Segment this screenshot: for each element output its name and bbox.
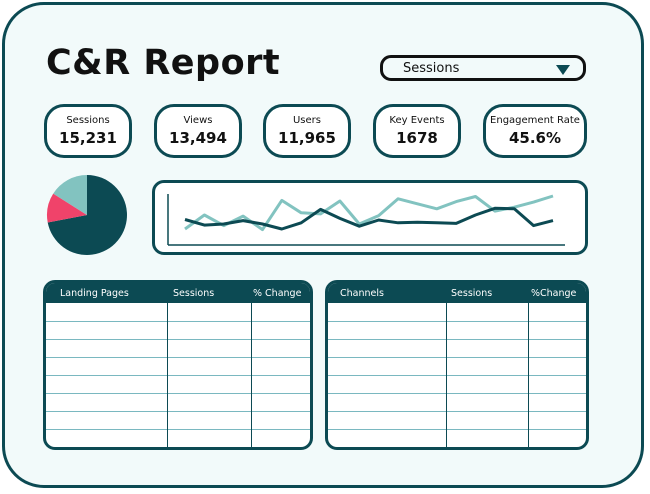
column-divider (528, 303, 529, 447)
table-row[interactable] (46, 429, 310, 430)
kpi-value: 45.6% (508, 129, 562, 147)
table-row[interactable] (328, 375, 586, 376)
kpi-value: 11,965 (278, 129, 336, 147)
table-row[interactable] (46, 375, 310, 376)
column-header[interactable]: % Change (253, 288, 302, 299)
line-chart (167, 194, 565, 246)
table-row[interactable] (328, 429, 586, 430)
kpi-card-users[interactable]: Users 11,965 (263, 104, 351, 158)
column-divider (446, 303, 447, 447)
table-row[interactable] (328, 411, 586, 412)
dropdown-selected-value: Sessions (403, 61, 460, 76)
kpi-label: Sessions (66, 115, 110, 126)
pie-slice-2 (47, 193, 87, 223)
page-title: C&R Report (46, 43, 281, 83)
column-header[interactable]: %Change (531, 288, 577, 299)
table-row[interactable] (46, 411, 310, 412)
kpi-value: 13,494 (169, 129, 227, 147)
pie-slice-3 (53, 175, 87, 215)
kpi-label: Engagement Rate (490, 115, 580, 126)
table-row[interactable] (328, 393, 586, 394)
table-row[interactable] (46, 339, 310, 340)
kpi-card-sessions[interactable]: Sessions 15,231 (44, 104, 132, 158)
kpi-label: Key Events (389, 115, 445, 126)
table-row[interactable] (46, 357, 310, 358)
table-row[interactable] (46, 393, 310, 394)
column-divider (251, 303, 252, 447)
column-divider (167, 303, 168, 447)
table-row[interactable] (328, 339, 586, 340)
landing-pages-table: Landing Pages Sessions % Change (43, 280, 313, 450)
column-header[interactable]: Sessions (451, 288, 493, 299)
kpi-label: Users (292, 115, 321, 126)
table-row[interactable] (328, 321, 586, 322)
triangle-down-icon (556, 65, 570, 75)
series-line-1 (184, 206, 554, 231)
column-header[interactable]: Landing Pages (60, 288, 129, 299)
line-chart-panel (152, 180, 588, 255)
channels-table: Channels Sessions %Change (325, 280, 589, 450)
metric-dropdown[interactable]: Sessions (380, 55, 586, 81)
column-header[interactable]: Sessions (173, 288, 215, 299)
table-row[interactable] (46, 321, 310, 322)
kpi-value: 15,231 (59, 129, 117, 147)
table-header: Landing Pages Sessions % Change (46, 283, 310, 303)
pie-slice-1 (47, 175, 128, 255)
kpi-value: 1678 (396, 129, 438, 147)
table-header: Channels Sessions %Change (328, 283, 586, 303)
table-row[interactable] (328, 357, 586, 358)
kpi-card-key-events[interactable]: Key Events 1678 (373, 104, 461, 158)
kpi-card-engagement-rate[interactable]: Engagement Rate 45.6% (483, 104, 587, 158)
column-header[interactable]: Channels (340, 288, 384, 299)
pie-chart (47, 175, 128, 255)
kpi-card-views[interactable]: Views 13,494 (154, 104, 242, 158)
kpi-label: Views (183, 115, 213, 126)
